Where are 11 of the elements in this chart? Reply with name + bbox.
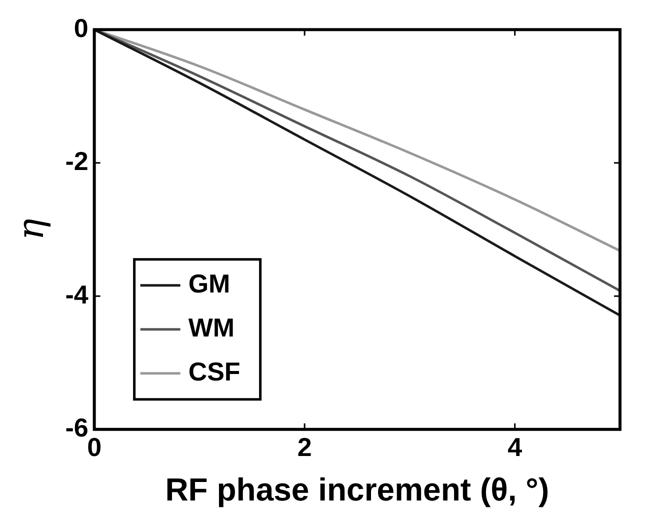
y-tick-label: -2: [65, 146, 88, 176]
y-tick-label: -6: [65, 412, 88, 443]
x-tick-label: 4: [508, 432, 523, 462]
legend-label: WM: [188, 312, 235, 343]
y-tick-label: -4: [65, 279, 89, 310]
legend-label: CSF: [188, 356, 240, 387]
y-tick-label: 0: [74, 12, 88, 43]
x-tick-label: 2: [297, 432, 312, 462]
y-axis-title: η: [10, 218, 52, 240]
x-axis-title: RF phase increment (θ, °): [165, 472, 550, 508]
legend-label: GM: [188, 268, 230, 299]
